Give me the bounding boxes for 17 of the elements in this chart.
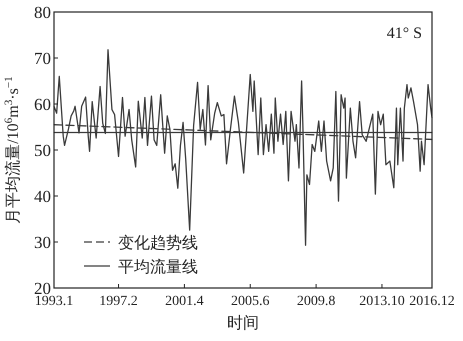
x-tick-label: 2001.4 [165, 294, 204, 309]
x-tick-label: 2009.8 [296, 294, 336, 309]
legend-label: 平均流量线 [118, 258, 198, 276]
y-tick-label: 80 [34, 3, 51, 22]
x-tick-label: 1997.2 [99, 294, 138, 309]
x-axis-title: 时间 [227, 314, 259, 332]
y-tick-label: 50 [34, 141, 51, 160]
x-tick-label: 2016.12 [409, 294, 455, 309]
y-tick-label: 60 [34, 95, 51, 114]
x-tick-label: 2005.6 [230, 294, 270, 309]
x-tick-label: 1993.1 [34, 294, 74, 309]
y-tick-label: 40 [34, 187, 51, 206]
y-tick-label: 30 [34, 233, 51, 252]
y-tick-label: 70 [34, 49, 51, 68]
annotation: 41° S [386, 25, 422, 42]
x-tick-label: 2013.10 [359, 294, 405, 309]
legend-label: 变化趋势线 [118, 234, 198, 252]
